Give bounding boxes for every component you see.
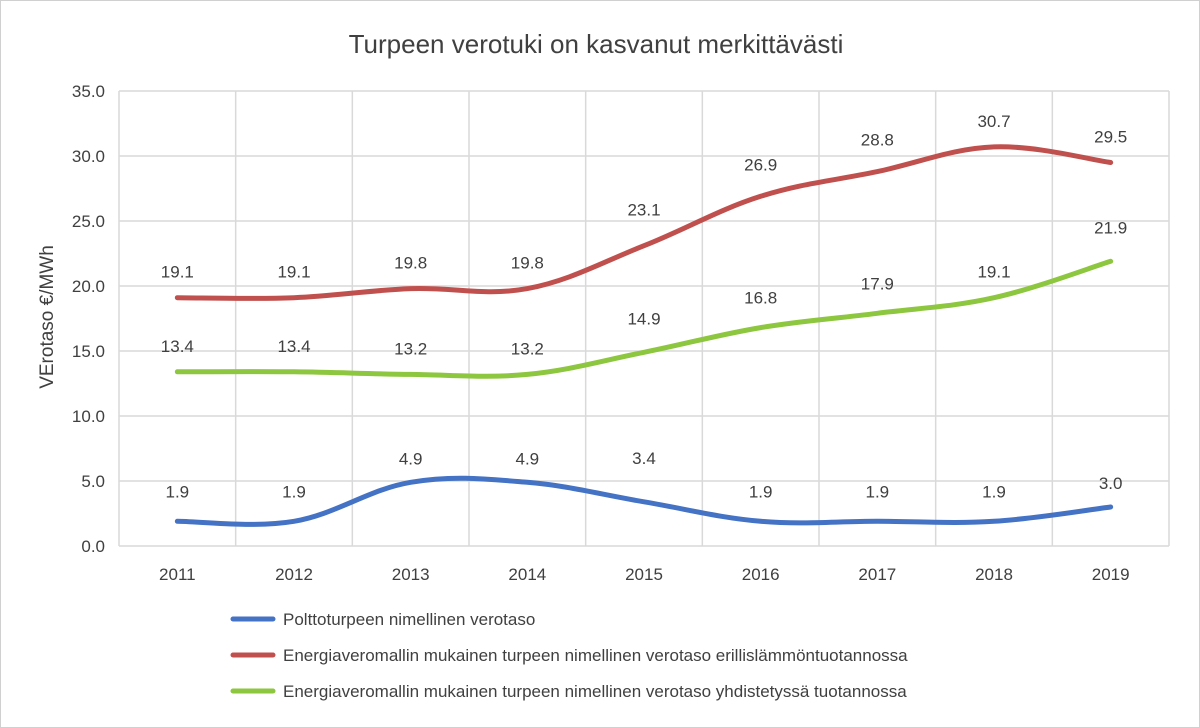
x-tick-label: 2014 [508,565,546,584]
gridlines [118,90,1170,547]
data-label: 23.1 [627,201,660,220]
y-tick-label: 0.0 [81,537,105,556]
data-label: 14.9 [627,309,660,328]
x-tick-label: 2011 [159,565,196,584]
y-axis-label: VErotaso €/MWh [37,245,58,389]
data-label: 3.4 [632,449,656,468]
y-tick-label: 15.0 [72,342,105,361]
data-label: 26.9 [744,155,777,174]
data-label: 4.9 [399,449,423,468]
data-label: 19.8 [511,254,544,273]
x-axis-ticks: 2011 2012 2013 2014 2015 2016 2017 2018 2019 [159,565,1130,584]
y-tick-label: 35.0 [72,82,105,101]
legend: Polttoturpeen nimellinen verotaso Energia… [230,610,908,701]
data-label: 13.4 [161,337,194,356]
data-label: 19.1 [277,263,310,282]
x-tick-label: 2012 [275,565,313,584]
legend-label-1: Polttoturpeen nimellinen verotaso [283,610,535,629]
data-labels: 1.9 1.9 4.9 4.9 3.4 1.9 1.9 1.9 3.0 19.1 19.1 19.8 1… [161,112,1127,501]
data-label: 3.0 [1099,474,1123,493]
x-tick-label: 2013 [392,565,430,584]
x-tick-label: 2019 [1092,565,1130,584]
y-tick-label: 10.0 [72,407,105,426]
chart-title: Turpeen verotuki on kasvanut merkittäväs… [349,29,844,59]
data-label: 1.9 [166,482,190,501]
data-label: 1.9 [282,482,306,501]
data-label: 13.2 [394,339,427,358]
y-tick-label: 30.0 [72,147,105,166]
y-axis-ticks: 0.0 5.0 10.0 15.0 20.0 25.0 30.0 35.0 [72,82,105,556]
data-label: 1.9 [866,482,890,501]
data-label: 29.5 [1094,128,1127,147]
data-label: 19.1 [161,263,194,282]
y-tick-label: 20.0 [72,277,105,296]
series-line-1 [174,475,1114,527]
x-tick-label: 2017 [858,565,896,584]
y-tick-label: 5.0 [81,472,105,491]
data-label: 28.8 [861,131,894,150]
series-line-2 [174,144,1114,301]
data-label: 19.1 [977,263,1010,282]
data-label: 1.9 [982,482,1006,501]
data-label: 16.8 [744,289,777,308]
data-label: 21.9 [1094,218,1127,237]
data-label: 30.7 [977,112,1010,131]
y-tick-label: 25.0 [72,212,105,231]
x-tick-label: 2018 [975,565,1013,584]
data-label: 17.9 [861,274,894,293]
series-lines [174,144,1114,527]
x-tick-label: 2015 [625,565,663,584]
data-label: 19.8 [394,254,427,273]
data-label: 13.4 [277,337,310,356]
x-tick-label: 2016 [742,565,780,584]
data-label: 13.2 [511,339,544,358]
legend-label-3: Energiaveromallin mukainen turpeen nimel… [283,682,907,701]
legend-label-2: Energiaveromallin mukainen turpeen nimel… [283,646,908,665]
data-label: 1.9 [749,482,773,501]
series-line-3 [174,258,1114,379]
data-label: 4.9 [516,449,540,468]
